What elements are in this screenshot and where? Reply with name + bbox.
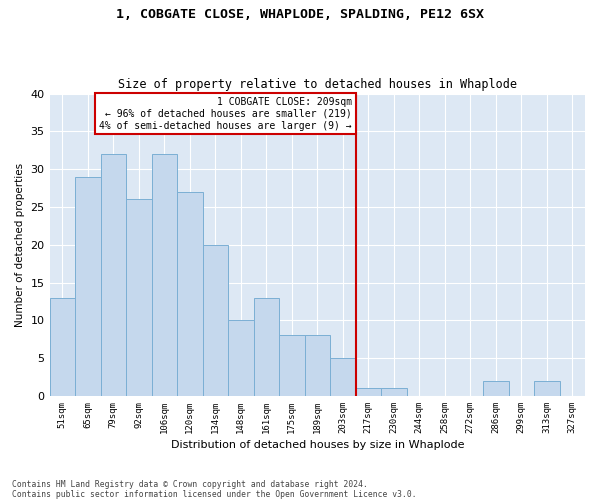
- Title: Size of property relative to detached houses in Whaplode: Size of property relative to detached ho…: [118, 78, 517, 91]
- Text: Contains public sector information licensed under the Open Government Licence v3: Contains public sector information licen…: [12, 490, 416, 499]
- Bar: [356, 388, 381, 396]
- Bar: [279, 336, 305, 396]
- Y-axis label: Number of detached properties: Number of detached properties: [15, 162, 25, 327]
- Bar: [177, 192, 203, 396]
- Bar: [152, 154, 177, 396]
- Bar: [534, 381, 560, 396]
- Bar: [101, 154, 126, 396]
- Text: Contains HM Land Registry data © Crown copyright and database right 2024.: Contains HM Land Registry data © Crown c…: [12, 480, 368, 489]
- Bar: [330, 358, 356, 396]
- Text: 1, COBGATE CLOSE, WHAPLODE, SPALDING, PE12 6SX: 1, COBGATE CLOSE, WHAPLODE, SPALDING, PE…: [116, 8, 484, 20]
- Bar: [254, 298, 279, 396]
- Bar: [483, 381, 509, 396]
- Bar: [126, 200, 152, 396]
- Text: 1 COBGATE CLOSE: 209sqm
← 96% of detached houses are smaller (219)
4% of semi-de: 1 COBGATE CLOSE: 209sqm ← 96% of detache…: [99, 98, 352, 130]
- Bar: [50, 298, 75, 396]
- Bar: [381, 388, 407, 396]
- Bar: [75, 176, 101, 396]
- Bar: [228, 320, 254, 396]
- Bar: [203, 244, 228, 396]
- Bar: [305, 336, 330, 396]
- X-axis label: Distribution of detached houses by size in Whaplode: Distribution of detached houses by size …: [170, 440, 464, 450]
